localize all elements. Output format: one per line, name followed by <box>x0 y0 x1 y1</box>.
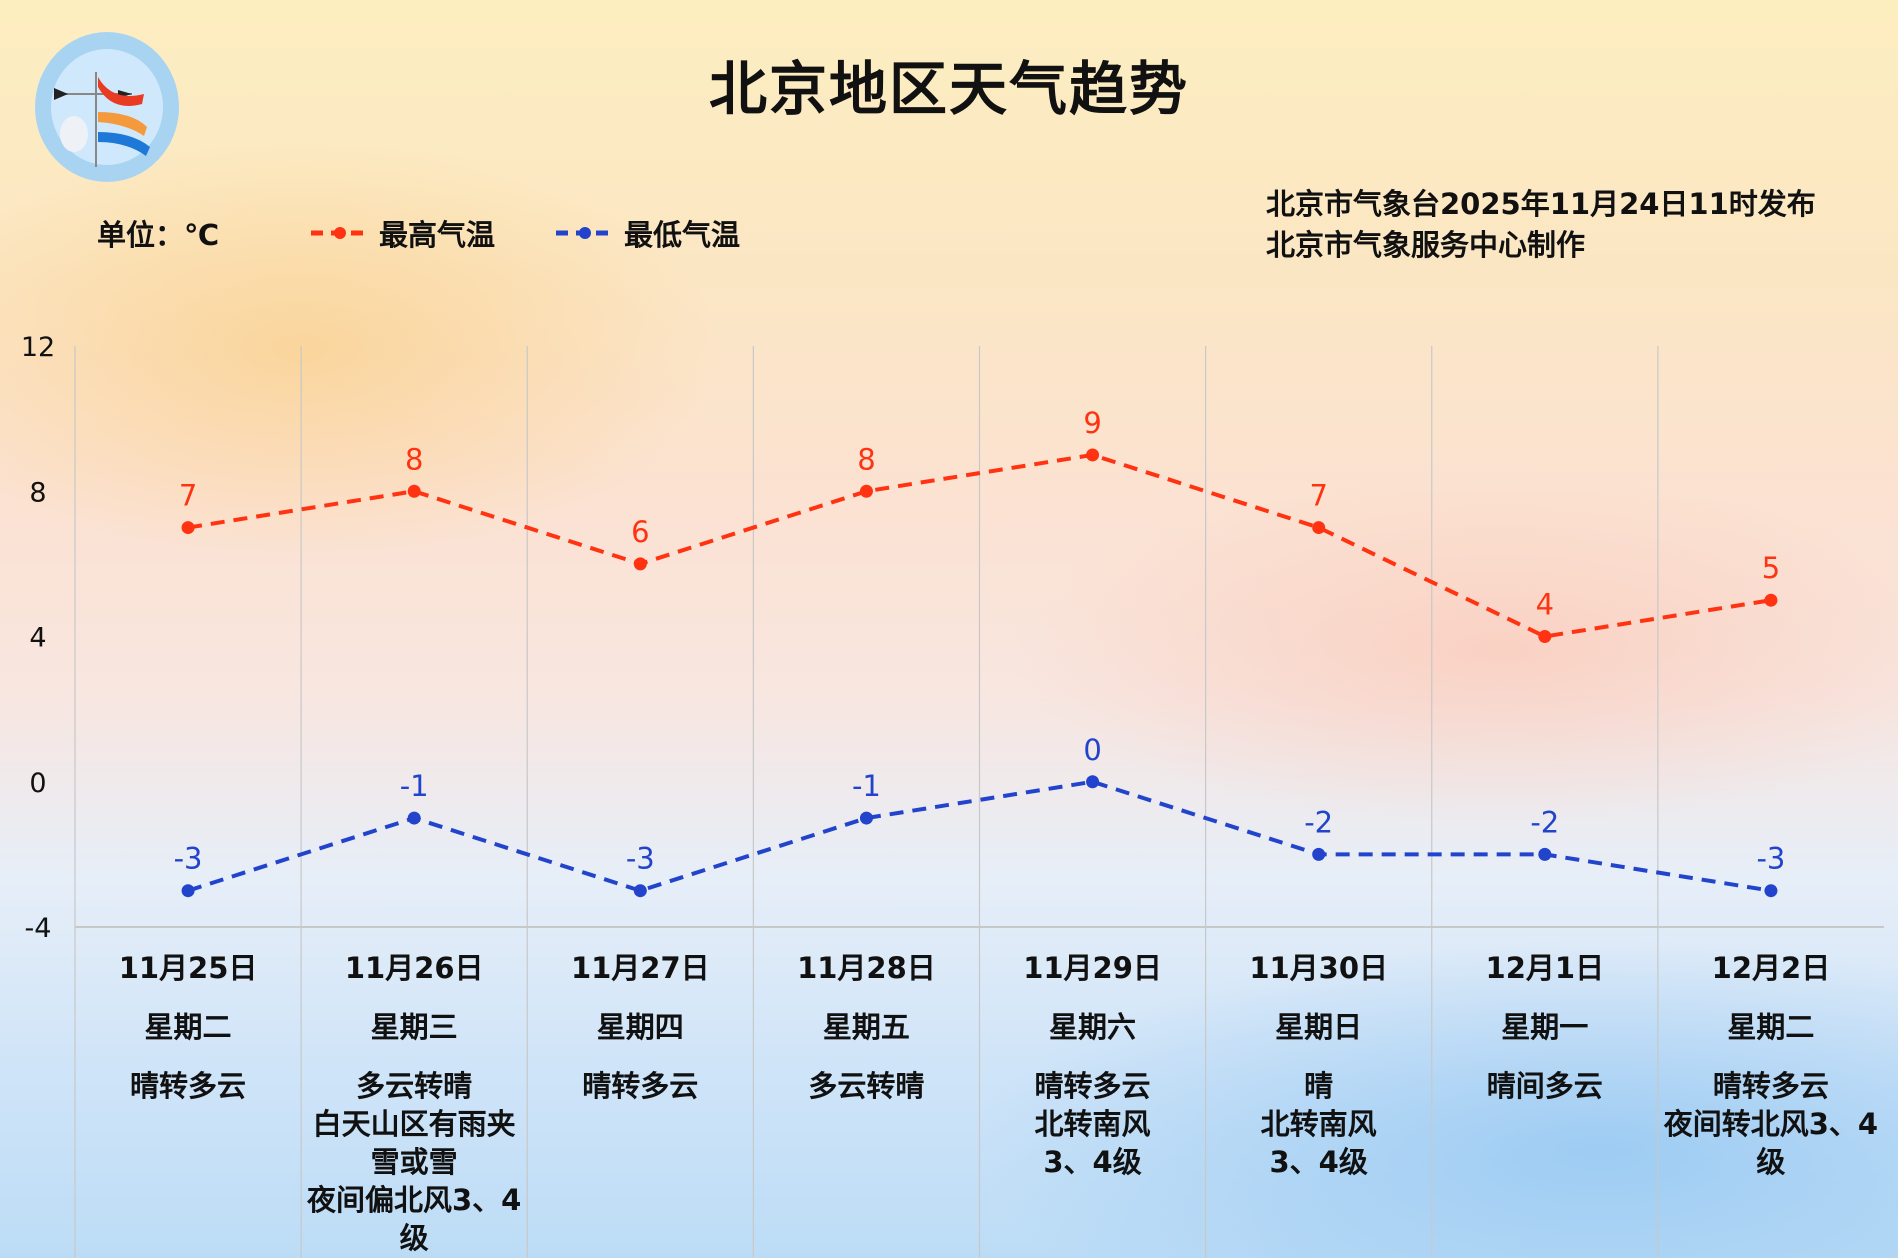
weather-description: 晴转多云 <box>1035 1069 1151 1103</box>
data-label: 0 <box>1083 733 1101 767</box>
weather-description: 白天山区有雨夹 <box>313 1107 516 1141</box>
data-point <box>1086 448 1100 462</box>
data-point <box>1538 847 1552 861</box>
data-label: -1 <box>852 769 881 803</box>
x-tick-label-weekday: 星期日 <box>1275 1010 1362 1044</box>
data-label: 7 <box>179 479 197 513</box>
data-point <box>407 484 421 498</box>
weather-description: 晴 <box>1304 1069 1333 1103</box>
x-tick-label-date: 11月28日 <box>797 951 936 985</box>
weather-description: 晴转多云 <box>1713 1069 1829 1103</box>
x-tick-label-weekday: 星期二 <box>1727 1010 1814 1044</box>
data-label: -3 <box>174 842 203 876</box>
data-label: 6 <box>631 515 649 549</box>
legend-item-low: 最低气温 <box>554 212 740 254</box>
data-point <box>181 521 195 535</box>
x-tick-label-date: 12月2日 <box>1712 951 1831 985</box>
x-tick-label-date: 12月1日 <box>1486 951 1605 985</box>
weather-description: 北转南风 <box>1035 1107 1151 1141</box>
weather-description: 晴间多云 <box>1487 1069 1603 1103</box>
x-tick-label-weekday: 星期三 <box>371 1010 458 1044</box>
weather-description: 夜间转北风3、4 <box>1663 1107 1878 1141</box>
weather-description: 3、4级 <box>1043 1145 1141 1179</box>
series-line-high <box>187 452 1772 639</box>
legend-low-line-icon <box>556 227 614 239</box>
data-point <box>633 884 647 898</box>
x-tick-label-weekday: 星期四 <box>597 1010 684 1044</box>
legend-high-line-icon <box>311 227 369 239</box>
x-tick-label-weekday: 星期五 <box>823 1010 910 1044</box>
weather-description: 北转南风 <box>1261 1107 1377 1141</box>
data-point <box>1086 775 1100 789</box>
weather-description: 级 <box>1756 1145 1785 1179</box>
x-tick-label-weekday: 星期六 <box>1049 1010 1136 1044</box>
data-label: 5 <box>1762 551 1780 585</box>
y-tick-label: 4 <box>29 623 46 654</box>
data-point <box>181 884 195 898</box>
data-point <box>859 484 873 498</box>
data-label: 9 <box>1083 406 1101 440</box>
legend-label-low: 最低气温 <box>624 218 741 252</box>
data-point <box>1764 593 1778 607</box>
x-tick-label-date: 11月25日 <box>119 951 258 985</box>
data-label: 7 <box>1309 479 1327 513</box>
x-tick-label-date: 11月30日 <box>1249 951 1388 985</box>
issuer-line-1: 北京市气象台2025年11月24日11时发布 <box>1266 187 1816 221</box>
data-label: -2 <box>1304 805 1333 839</box>
data-point <box>1764 884 1778 898</box>
data-label: -1 <box>400 769 429 803</box>
weather-description: 级 <box>400 1221 429 1255</box>
y-tick-label: 8 <box>29 477 46 508</box>
issuer-info: 北京市气象台2025年11月24日11时发布 北京市气象服务中心制作 <box>1266 184 1816 266</box>
x-tick-label-date: 11月26日 <box>345 951 484 985</box>
weather-description: 多云转晴 <box>808 1069 924 1103</box>
data-label: 4 <box>1536 588 1554 622</box>
data-label: 8 <box>857 442 875 476</box>
weather-description: 晴转多云 <box>582 1069 698 1103</box>
data-point <box>1538 630 1552 643</box>
x-tick-label-date: 11月29日 <box>1023 951 1162 985</box>
weather-description: 晴转多云 <box>130 1069 246 1103</box>
y-tick-label: 12 <box>21 332 55 363</box>
data-label: -3 <box>626 842 655 876</box>
data-point <box>1312 847 1326 861</box>
legend-label-high: 最高气温 <box>379 218 496 252</box>
data-point <box>633 557 647 571</box>
x-tick-label-date: 11月27日 <box>571 951 710 985</box>
data-point <box>859 811 873 825</box>
data-label: 8 <box>405 442 423 476</box>
x-tick-label-weekday: 星期一 <box>1501 1010 1588 1044</box>
page-title: 北京地区天气趋势 <box>708 55 1189 123</box>
issuer-line-2: 北京市气象服务中心制作 <box>1266 228 1586 262</box>
series-line-low <box>187 779 1772 893</box>
data-label: -2 <box>1530 805 1559 839</box>
x-tick-label-weekday: 星期二 <box>145 1010 232 1044</box>
data-label: -3 <box>1756 842 1785 876</box>
y-tick-label: -4 <box>25 913 52 944</box>
data-point <box>407 811 421 825</box>
unit-label: 单位：℃ <box>97 218 220 252</box>
y-tick-label: 0 <box>29 768 46 799</box>
legend-item-high: 最高气温 <box>309 212 495 254</box>
data-point <box>1312 521 1326 535</box>
beijing-meteorological-service-logo <box>32 32 182 186</box>
weather-description: 雪或雪 <box>371 1145 458 1179</box>
weather-description: 多云转晴 <box>356 1069 472 1103</box>
weather-description: 夜间偏北风3、4 <box>306 1183 521 1217</box>
weather-description: 3、4级 <box>1270 1145 1368 1179</box>
